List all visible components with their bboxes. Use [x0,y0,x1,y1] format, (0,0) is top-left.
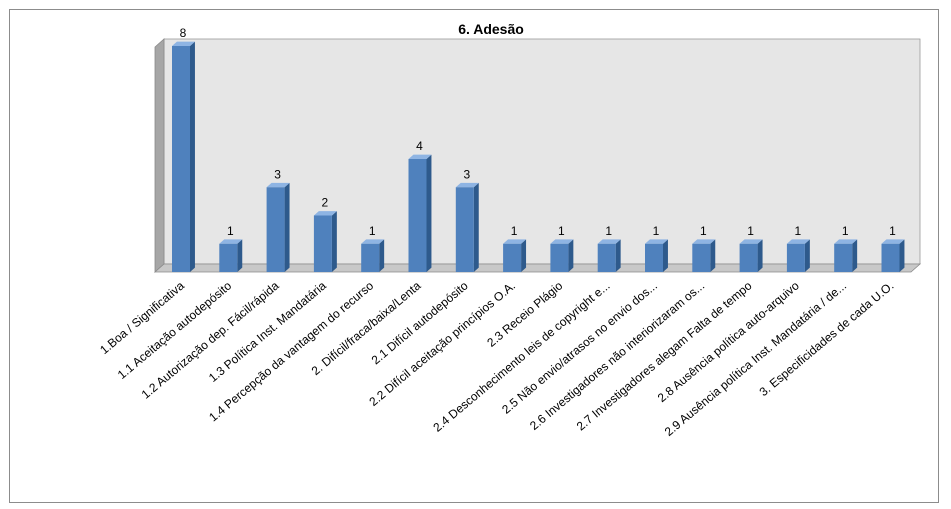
bar-front [692,243,711,272]
chart-walls [153,38,922,273]
data-label: 2 [322,196,329,210]
bar-top [692,239,716,244]
bar-front [503,243,522,272]
bar-side [757,239,763,272]
bar-front [408,159,427,272]
bar-top [313,211,337,216]
chart-value-labels: 8 1 3 2 1 4 3 1 1 1 1 1 1 1 1 1 [180,26,897,238]
bar-top [503,239,527,244]
data-label: 4 [416,139,423,153]
data-label: 1 [889,224,896,238]
left-wall [154,38,165,273]
bar-side [852,239,858,272]
bar-front [455,187,474,272]
bar-top [739,239,763,244]
bar [645,239,668,272]
bar-side [710,239,716,272]
bar-side [379,239,385,272]
bar-top [786,239,810,244]
bar [692,239,716,272]
x-tick-label: 2.7 Investigadores alegam Falta de tempo [574,278,755,433]
data-label: 1 [700,224,707,238]
data-label: 1 [653,224,660,238]
bar-top [597,239,621,244]
bar-front [597,243,616,272]
bar-top [361,239,385,244]
data-label: 1 [369,224,376,238]
data-label: 3 [274,167,281,181]
bar-side [521,239,527,272]
bar-front [361,243,380,272]
bar-front [739,243,758,272]
bar-side [190,41,195,272]
bar-front [313,215,332,272]
bar-front [881,243,900,272]
bar-top [881,239,905,244]
data-label: 1 [227,224,234,238]
data-label: 1 [605,224,612,238]
bar [786,239,810,272]
bar [172,41,195,272]
data-label: 3 [463,167,470,181]
back-wall [163,38,921,265]
bar-side [331,211,337,272]
bar [266,182,290,272]
bar [313,211,337,272]
data-label: 8 [180,26,187,40]
bar-top [219,239,243,244]
bar [219,239,243,272]
bar [834,239,858,272]
bar-side [237,239,243,272]
x-tick-label: 2.6 Investigadores não interiorizaram os… [527,279,707,433]
bar-front [645,243,663,272]
bar-front [266,187,285,272]
chart-title: 6. Adesão [458,21,524,37]
bar-top [834,239,858,244]
bar-front [219,243,238,272]
bar-front [786,243,805,272]
bar [739,239,763,272]
bar-side [804,239,810,272]
bar [503,239,527,272]
bar-top [408,154,432,159]
bar-side [426,154,432,272]
bar-side [284,182,290,272]
bar [881,239,905,272]
bar-top [550,239,574,244]
bar-side [899,239,905,272]
bar [550,239,574,272]
data-label: 1 [511,224,518,238]
bar-top [172,41,195,46]
x-tick-label: 1.Boa / Significativa [97,278,187,357]
chart-bars [172,41,905,272]
data-label: 1 [747,224,754,238]
bar-front [550,243,569,272]
bar [408,154,432,272]
bar-side [615,239,621,272]
bar-side [568,239,574,272]
bar [597,239,621,272]
bar-side [663,239,668,272]
bar-front [172,46,190,272]
bar [455,182,479,272]
bar-top [266,182,290,188]
data-label: 1 [795,224,802,238]
bar-front [834,243,853,272]
data-label: 1 [558,224,565,238]
bar-top [645,239,668,244]
bar-top [455,182,479,188]
bar-side [473,182,479,272]
bar [361,239,385,272]
x-tick-label: 2.4 Desconhecimento leis de copyright e.… [430,279,612,435]
data-label: 1 [842,224,849,238]
